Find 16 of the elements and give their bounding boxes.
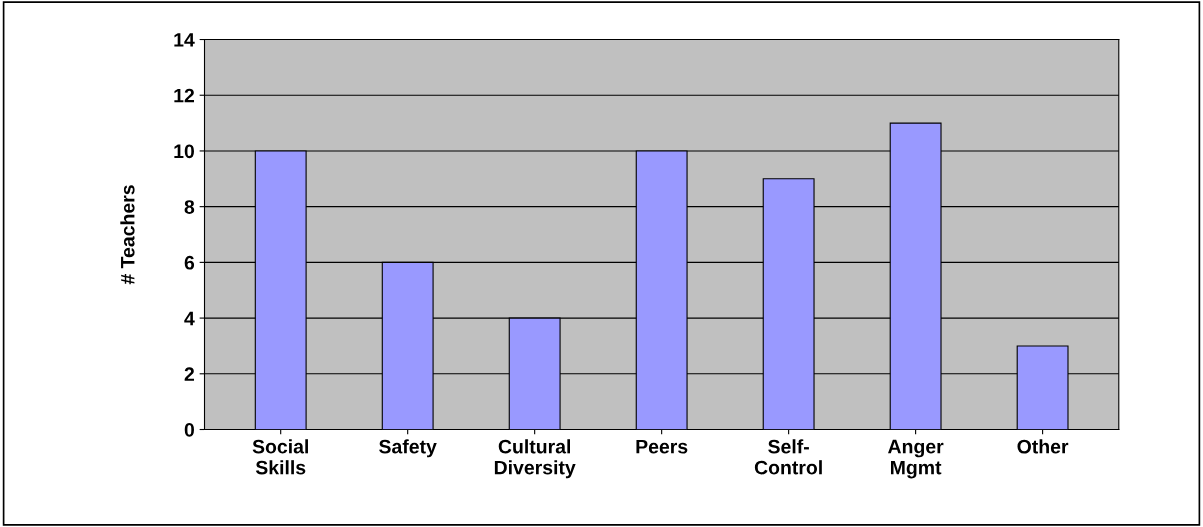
y-tick-label: 4	[184, 311, 195, 326]
x-tick-label: Self- Control	[754, 439, 822, 475]
x-tick-label: Peers	[636, 439, 688, 454]
x-tick-label: Social Skills	[252, 439, 308, 475]
y-tick-label: 12	[174, 88, 195, 103]
y-axis-title: # Teachers	[120, 185, 135, 285]
x-tick-label: Cultural Diversity	[494, 439, 576, 479]
x-tick-label: Other	[1017, 439, 1069, 454]
y-tick-label: 0	[184, 422, 194, 437]
x-tick-label: Safety	[379, 439, 437, 458]
x-tick-label: Anger Mgmt	[888, 439, 944, 479]
y-tick-label: 14	[174, 33, 195, 47]
y-tick-label: 8	[184, 200, 195, 214]
y-tick-label: 2	[184, 367, 195, 381]
y-tick-label: 6	[184, 255, 195, 270]
y-tick-label: 10	[174, 144, 194, 159]
